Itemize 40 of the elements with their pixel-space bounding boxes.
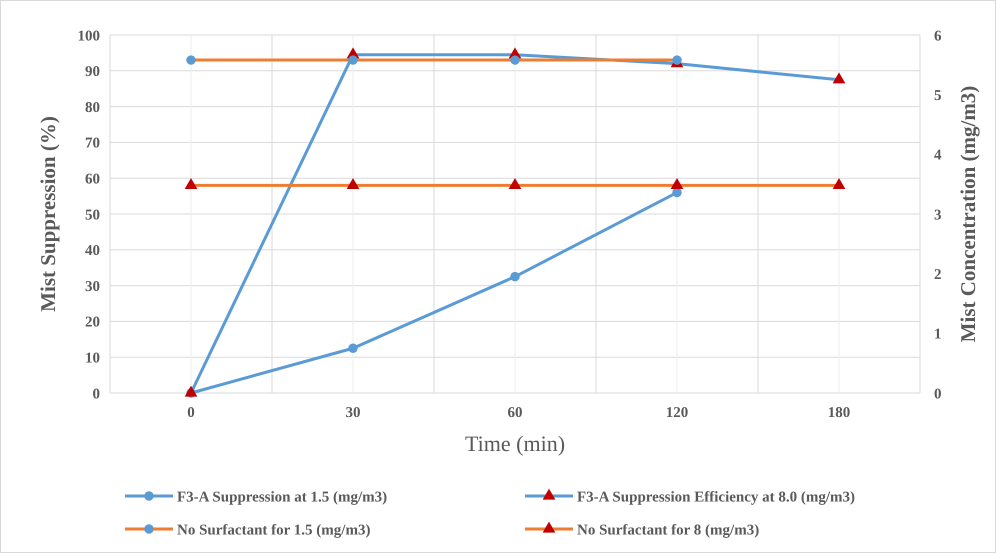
y-tick-label: 90	[85, 64, 100, 80]
point	[672, 188, 682, 198]
point	[346, 178, 360, 190]
y2-tick-label: 6	[934, 28, 942, 44]
y-tick-label: 0	[92, 386, 100, 402]
legend-label: No Surfactant for 1.5 (mg/m3)	[177, 522, 370, 538]
legend-label: No Surfactant for 8 (mg/m3)	[577, 522, 760, 538]
y-tick-label: 40	[85, 243, 100, 260]
y-tick-label: 10	[85, 350, 100, 366]
x-tick-label: 180	[828, 405, 850, 421]
y-tick-label: 50	[85, 207, 100, 224]
y-tick-label: 80	[85, 100, 100, 116]
point	[670, 178, 684, 190]
point	[348, 344, 358, 353]
point	[184, 178, 198, 190]
point	[832, 178, 846, 190]
legend-label: F3-A Suppression Efficiency at 8.0 (mg/m3)	[577, 489, 856, 506]
y-tick-label: 70	[85, 136, 100, 152]
y-tick-label: 30	[85, 278, 100, 295]
point	[184, 386, 198, 397]
y-tick-label: 60	[85, 171, 100, 188]
y-axis-title: Mist Suppression (%)	[36, 116, 60, 312]
x-axis-title: Time (min)	[464, 431, 566, 456]
x-tick-label: 120	[666, 405, 688, 421]
y2-tick-label: 2	[934, 266, 942, 283]
legend-label: F3-A Suppression at 1.5 (mg/m3)	[177, 489, 388, 506]
y2-tick-label: 3	[934, 207, 942, 224]
point	[508, 178, 522, 190]
y-tick-label: 20	[85, 314, 100, 331]
y2-tick-label: 0	[934, 386, 942, 402]
y2-tick-label: 4	[934, 148, 942, 164]
point	[832, 72, 846, 84]
y2-tick-label: 1	[934, 326, 942, 343]
y2-tick-label: 5	[934, 88, 942, 104]
y-tick-label: 100	[78, 28, 100, 44]
point	[510, 272, 520, 282]
y2-axis-title: Mist Concentration (mg/m3)	[956, 86, 980, 342]
x-tick-label: 0	[187, 405, 195, 421]
x-tick-label: 60	[508, 405, 522, 421]
x-tick-label: 30	[346, 405, 360, 421]
